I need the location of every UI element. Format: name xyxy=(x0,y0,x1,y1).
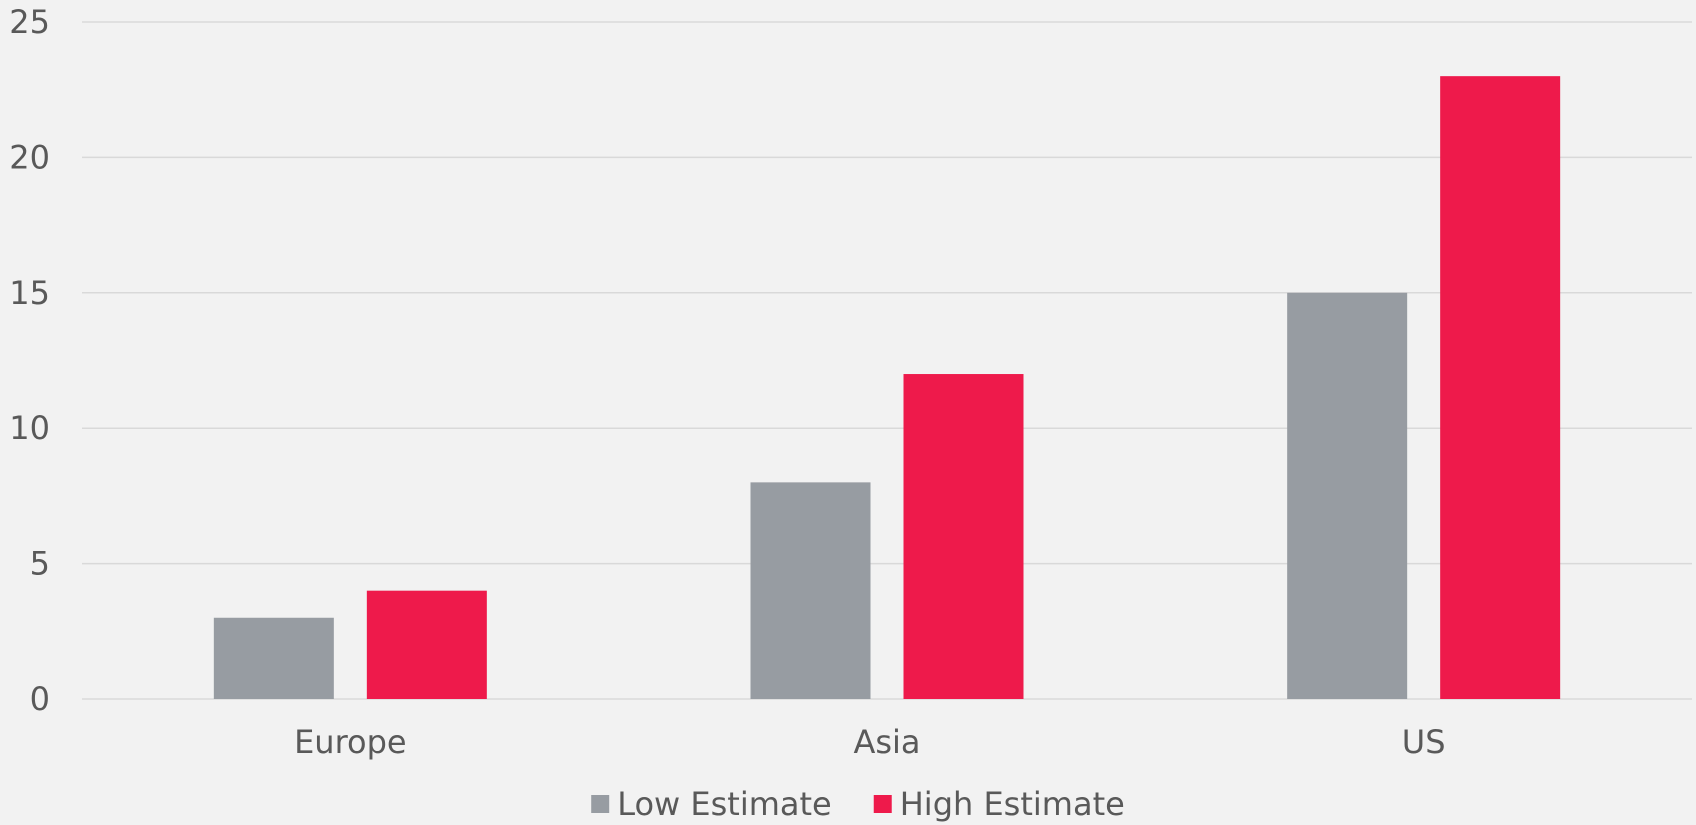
bar-europe-high-estimate xyxy=(366,590,487,699)
x-axis-tick-labels: Europe Asia US xyxy=(294,723,1445,761)
x-tick-label: Europe xyxy=(294,723,407,761)
bars xyxy=(213,76,1561,699)
y-tick-label: 10 xyxy=(9,409,50,447)
y-tick-label: 25 xyxy=(9,3,50,41)
legend-item: Low Estimate xyxy=(591,785,832,823)
legend-swatch xyxy=(591,795,610,813)
y-axis-tick-labels: 0 5 10 15 20 25 xyxy=(9,3,50,718)
x-tick-label: US xyxy=(1402,723,1446,761)
legend-item: High Estimate xyxy=(873,785,1125,823)
y-tick-label: 5 xyxy=(30,545,50,583)
y-tick-label: 0 xyxy=(30,680,50,718)
bar-asia-high-estimate xyxy=(903,374,1024,699)
y-tick-label: 15 xyxy=(9,274,50,312)
x-tick-label: Asia xyxy=(853,723,920,761)
bar-asia-low-estimate xyxy=(750,482,871,699)
legend: Low Estimate High Estimate xyxy=(591,785,1125,823)
y-tick-label: 20 xyxy=(9,138,50,176)
legend-label: High Estimate xyxy=(900,785,1125,823)
gridlines xyxy=(82,21,1692,700)
bar-europe-low-estimate xyxy=(213,617,334,699)
legend-swatch xyxy=(873,795,892,813)
legend-label: Low Estimate xyxy=(617,785,832,823)
bar-us-low-estimate xyxy=(1287,292,1408,699)
bar-us-high-estimate xyxy=(1440,76,1561,699)
